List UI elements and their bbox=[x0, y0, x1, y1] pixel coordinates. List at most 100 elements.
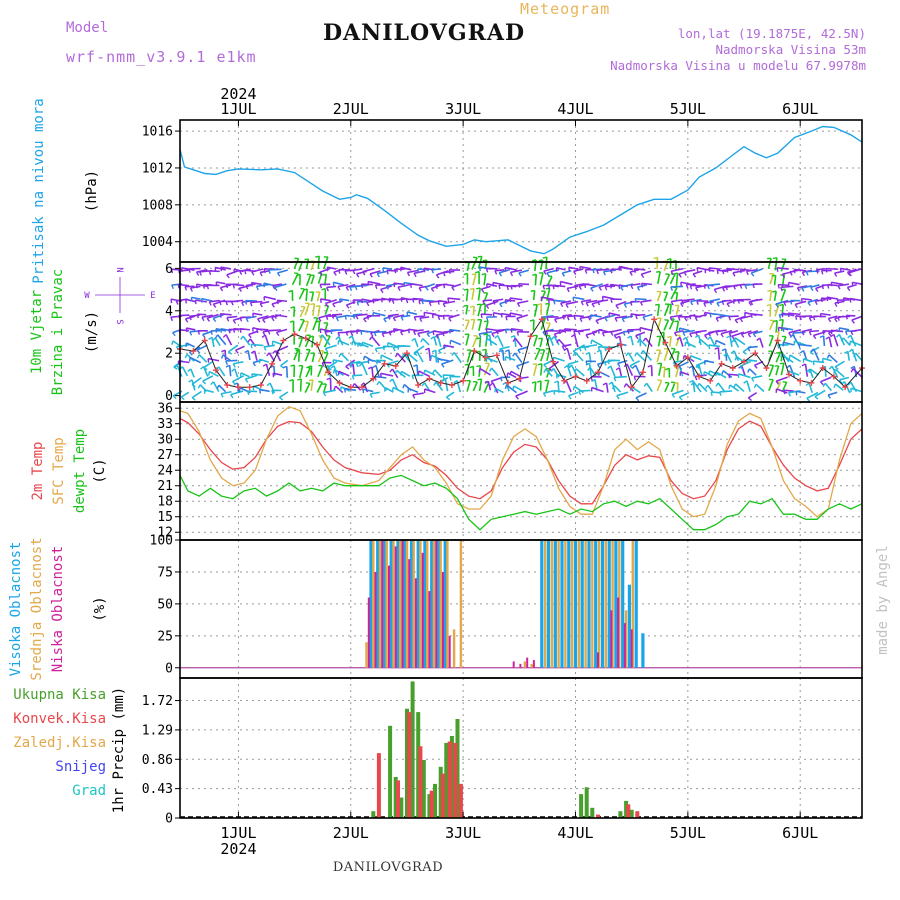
wind-barb bbox=[472, 381, 478, 392]
wind-barb-flag bbox=[597, 301, 601, 306]
wind-barb bbox=[798, 343, 812, 347]
wind-barb-flag bbox=[682, 331, 686, 337]
wind-barb bbox=[338, 339, 350, 346]
wind-barb bbox=[259, 388, 270, 393]
precip-total-bar bbox=[579, 794, 584, 818]
wind-barb bbox=[830, 329, 844, 333]
wind-barb-flag bbox=[382, 346, 385, 351]
wind-barb bbox=[505, 356, 516, 362]
wind-barb bbox=[345, 283, 356, 288]
cloud-mid-bar bbox=[530, 663, 533, 668]
wind-barb bbox=[337, 283, 349, 288]
wind-barb-flag bbox=[374, 284, 378, 290]
wind-barb bbox=[487, 380, 492, 391]
wind-barb-flag bbox=[332, 369, 336, 374]
wind-barb bbox=[717, 347, 721, 360]
wind-barb bbox=[635, 392, 647, 399]
day-label-bottom: 2JUL bbox=[333, 824, 369, 842]
wind-barb bbox=[640, 270, 652, 276]
wind-barb bbox=[416, 351, 424, 363]
wind-barb-flag bbox=[437, 315, 441, 321]
wind-barb-flag bbox=[219, 301, 222, 306]
wind-barb bbox=[250, 343, 264, 347]
wind-barb-flag bbox=[423, 312, 426, 317]
wind-barb bbox=[220, 313, 232, 316]
wind-barb-flag bbox=[266, 352, 270, 357]
day-label-top: 3JUL bbox=[445, 100, 481, 118]
wind-barb bbox=[656, 349, 662, 363]
wind-barb bbox=[568, 391, 579, 397]
wind-barb-flag bbox=[318, 271, 323, 276]
wind-barb bbox=[630, 335, 634, 346]
wind-barb-flag bbox=[399, 331, 404, 336]
wind-barb bbox=[813, 360, 825, 364]
wind-barb bbox=[639, 326, 653, 332]
wind-barb-flag bbox=[394, 353, 399, 358]
wind-barb bbox=[797, 285, 808, 289]
wind-barb bbox=[546, 348, 551, 362]
wind-barb bbox=[515, 390, 528, 397]
wind-barb-flag bbox=[441, 331, 445, 337]
wind-barb bbox=[767, 258, 772, 269]
wind-barb bbox=[626, 363, 634, 377]
wind-barb-flag bbox=[703, 360, 706, 365]
wind-barb-flag bbox=[822, 330, 825, 335]
wind-barb bbox=[298, 288, 306, 300]
wind-barb bbox=[305, 288, 308, 302]
pressure-unit: (hPa) bbox=[84, 170, 100, 212]
compass-e: E bbox=[150, 291, 155, 301]
wind-barb-flag bbox=[171, 284, 175, 290]
wind-barb bbox=[388, 313, 399, 317]
wind-barb-flag bbox=[367, 281, 370, 286]
wind-barb bbox=[444, 378, 449, 392]
cloud-mid-bar bbox=[631, 540, 634, 668]
wind-barb-flag bbox=[368, 366, 373, 370]
wind-barb bbox=[716, 371, 727, 379]
wind-barb bbox=[209, 299, 220, 303]
wind-barb bbox=[233, 360, 244, 365]
wind-barb bbox=[534, 381, 537, 393]
wind-barb-flag bbox=[656, 335, 661, 338]
wind-barb-flag bbox=[550, 367, 555, 372]
wind-barb-flag bbox=[510, 328, 513, 333]
wind-barb-flag bbox=[743, 380, 748, 384]
wind-barb-flag bbox=[568, 267, 571, 272]
wind-barb-flag bbox=[263, 268, 266, 274]
wind-barb bbox=[728, 373, 739, 376]
wind-barb-flag bbox=[279, 396, 284, 401]
wind-barb bbox=[443, 283, 455, 287]
wind-barb bbox=[510, 327, 524, 332]
wind-barb bbox=[759, 337, 764, 348]
wind-barb-flag bbox=[469, 365, 474, 369]
wind-barb bbox=[741, 365, 746, 376]
wind-barb-flag bbox=[369, 336, 373, 341]
precip-total-bar bbox=[629, 809, 634, 818]
wind-barb-flag bbox=[819, 313, 822, 318]
wind-barb-flag bbox=[670, 301, 674, 306]
wind-barb-flag bbox=[732, 285, 736, 290]
wind-barb-flag bbox=[239, 317, 243, 322]
wind-barb-flag bbox=[494, 334, 499, 339]
wind-barb-flag bbox=[827, 332, 832, 337]
wind-barb-flag bbox=[789, 271, 793, 276]
wind-barb bbox=[323, 366, 329, 377]
wind-barb bbox=[640, 299, 652, 303]
wind-barb bbox=[788, 312, 801, 316]
precip-conv-bar bbox=[626, 804, 631, 818]
precip-conv-bar bbox=[596, 814, 600, 818]
day-label-top: 6JUL bbox=[782, 100, 818, 118]
wind-barb-flag bbox=[812, 361, 815, 366]
y-tick-label: 4 bbox=[165, 304, 173, 319]
cloud-high-bar bbox=[389, 540, 393, 668]
wind-barb-flag bbox=[423, 268, 426, 273]
wind-barb-flag bbox=[370, 332, 374, 337]
wind-barb bbox=[543, 267, 554, 272]
wind-barb bbox=[465, 305, 469, 315]
lonlat-text: lon,lat (19.1875E, 42.5N) bbox=[677, 26, 866, 41]
wind-barb-flag bbox=[391, 387, 394, 392]
cloud-high-bar bbox=[416, 540, 420, 668]
wind-barb-flag bbox=[614, 317, 618, 322]
wind-barb bbox=[827, 283, 838, 287]
wind-barb-flag bbox=[678, 273, 682, 278]
precip-conv-bar bbox=[635, 811, 640, 818]
